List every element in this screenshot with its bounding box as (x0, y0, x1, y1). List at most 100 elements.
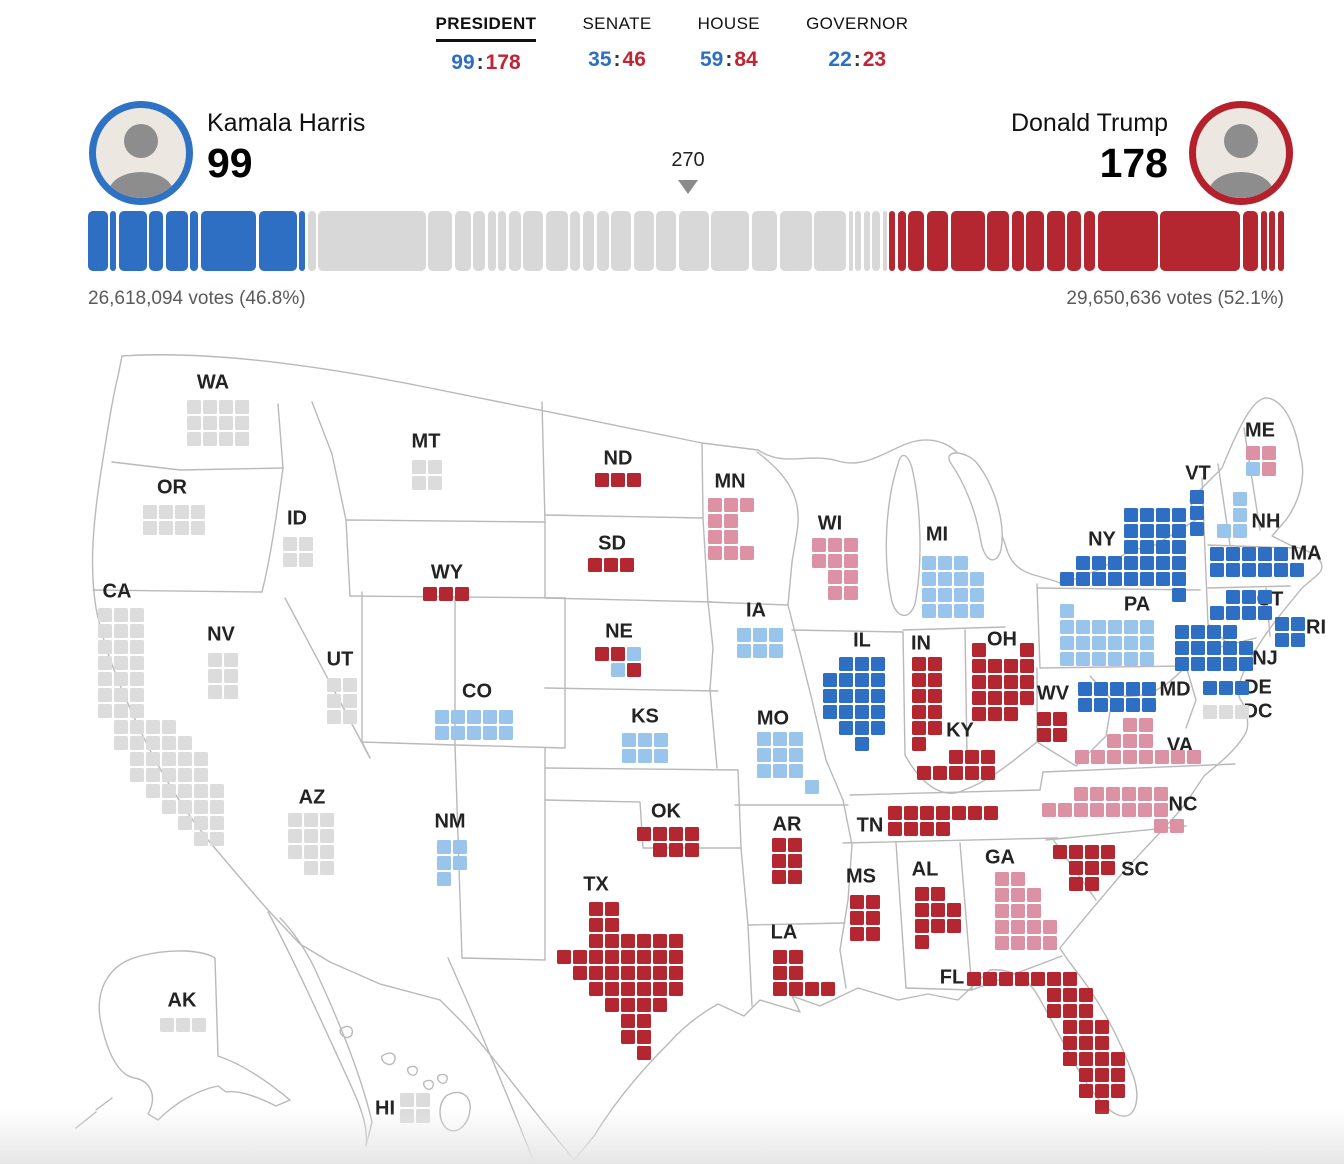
ev-square-tx (637, 950, 651, 964)
ev-square-il (871, 689, 885, 703)
tab-governor[interactable]: GOVERNOR 22:23 (806, 14, 908, 75)
ev-square-ct (1258, 590, 1272, 604)
ev-square-ut (343, 694, 357, 708)
ev-square-ok (653, 827, 667, 841)
ev-square-ca (130, 704, 144, 718)
ev-square-wa (235, 416, 249, 430)
ev-square-tx (589, 950, 603, 964)
state-label-in: IN (911, 632, 931, 655)
ev-square-ca (194, 832, 208, 846)
ev-square-la (773, 982, 787, 996)
ev-square-tn (888, 822, 902, 836)
ev-square-ca (130, 768, 144, 782)
ev-square-fl (1047, 988, 1061, 1002)
ev-square-nm (453, 840, 467, 854)
ev-square-pa (1060, 636, 1074, 650)
harris-photo (89, 101, 193, 205)
state-label-mi: MI (925, 523, 949, 546)
ev-square-pa (1108, 652, 1122, 666)
ev-square-nj (1191, 625, 1205, 639)
ev-square-fl (1063, 1020, 1077, 1034)
ev-square-nj (1207, 625, 1221, 639)
ev-square-mo (805, 780, 819, 794)
ev-square-wa (187, 432, 201, 446)
ev-square-oh (988, 675, 1002, 689)
ev-square-mt (428, 476, 442, 490)
bar-segment-uncalled-GA (814, 211, 847, 271)
ev-square-ga (1027, 936, 1041, 950)
state-label-oh: OH (987, 628, 1017, 651)
ev-square-mi (922, 604, 936, 618)
ev-square-az (320, 829, 334, 843)
ev-square-pa (1108, 620, 1122, 634)
ev-square-ca (114, 720, 128, 734)
rep-count: 23 (862, 48, 887, 71)
ev-square-nv (224, 653, 238, 667)
tab-house[interactable]: HOUSE 59:84 (698, 14, 760, 75)
ev-square-mn (724, 530, 738, 544)
ev-square-sc (1085, 845, 1099, 859)
ev-square-md (1078, 698, 1092, 712)
ev-square-mn (708, 546, 722, 560)
ev-square-me (1262, 446, 1276, 460)
ev-square-ca (114, 624, 128, 638)
ev-square-ca (146, 752, 160, 766)
ev-square-ca (194, 816, 208, 830)
ev-square-tx (621, 966, 635, 980)
bar-segment-uncalled-MI (678, 211, 709, 271)
ev-square-tx (637, 982, 651, 996)
state-label-tn: TN (856, 814, 884, 837)
state-label-sd: SD (598, 532, 626, 555)
ev-square-md (1094, 682, 1108, 696)
ev-square-nv (208, 653, 222, 667)
state-label-ri: RI (1306, 616, 1326, 639)
ev-square-tx (605, 902, 619, 916)
tab-race-counts: 22:23 (806, 48, 908, 72)
ev-square-ar (788, 854, 802, 868)
ev-square-va (1107, 750, 1121, 764)
ev-square-mi (938, 604, 952, 618)
ev-square-ga (995, 888, 1009, 902)
ev-square-ga (1011, 872, 1025, 886)
ev-square-mo (773, 748, 787, 762)
state-label-nd: ND (603, 447, 633, 470)
ev-square-ga (995, 872, 1009, 886)
ev-square-tx (637, 1030, 651, 1044)
tab-president[interactable]: PRESIDENT 99:178 (435, 14, 537, 75)
bar-segment-rep-IN (926, 211, 949, 271)
ev-square-il (855, 673, 869, 687)
ev-square-la (789, 950, 803, 964)
tab-senate[interactable]: SENATE 35:46 (582, 14, 651, 75)
ev-square-al (947, 919, 961, 933)
ev-square-mt (412, 476, 426, 490)
ev-square-fl (999, 972, 1013, 986)
ev-square-ct (1226, 590, 1240, 604)
ev-square-ms (850, 927, 864, 941)
state-label-ma: MA (1290, 542, 1322, 565)
ev-square-az (304, 861, 318, 875)
ev-square-pa (1092, 620, 1106, 634)
ev-square-fl (1079, 988, 1093, 1002)
ev-square-ky (949, 766, 963, 780)
tab-label: GOVERNOR (806, 14, 909, 33)
avatar-silhouette-body (109, 172, 173, 198)
bar-segment-uncalled-KS (582, 211, 595, 271)
ev-square-ga (995, 936, 1009, 950)
ev-square-tn (904, 822, 918, 836)
ev-square-mi (922, 588, 936, 602)
ev-square-az (304, 813, 318, 827)
rep-count: 84 (734, 48, 758, 71)
ev-square-ca (130, 720, 144, 734)
ev-square-ny (1108, 572, 1122, 586)
ev-square-ar (772, 870, 786, 884)
ev-square-ny (1108, 556, 1122, 570)
ev-square-ny (1124, 556, 1138, 570)
ev-square-ca (114, 640, 128, 654)
ev-square-md (1126, 698, 1140, 712)
ev-square-ga (995, 904, 1009, 918)
ev-square-tx (637, 1046, 651, 1060)
state-label-de: DE (1244, 676, 1272, 699)
ev-square-tx (637, 966, 651, 980)
ev-square-ky (933, 766, 947, 780)
ev-square-ny (1124, 540, 1138, 554)
